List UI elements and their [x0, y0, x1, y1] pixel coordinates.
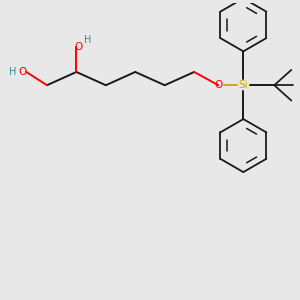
Text: H: H	[9, 67, 17, 77]
Text: O: O	[75, 42, 83, 52]
Text: H: H	[84, 35, 91, 46]
Text: Si: Si	[238, 80, 248, 90]
Text: O: O	[19, 67, 27, 77]
Text: O: O	[214, 80, 222, 90]
